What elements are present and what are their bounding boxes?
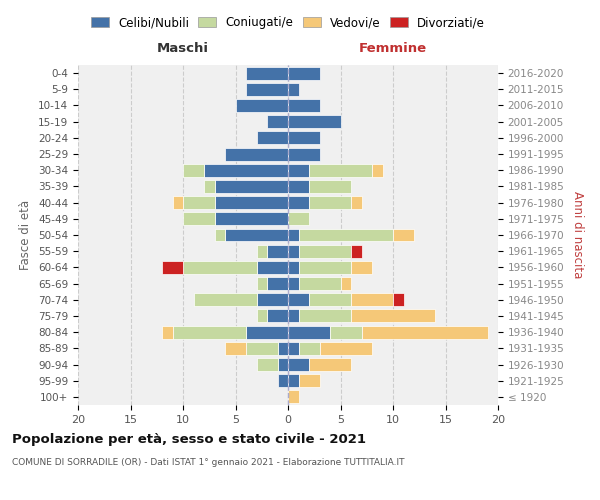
Bar <box>288 358 309 371</box>
Bar <box>173 196 183 209</box>
Bar <box>267 310 288 322</box>
Bar <box>309 294 351 306</box>
Bar <box>288 180 309 193</box>
Bar <box>288 326 330 338</box>
Bar <box>372 164 383 176</box>
Bar <box>246 66 288 80</box>
Bar <box>204 164 288 176</box>
Legend: Celibi/Nubili, Coniugati/e, Vedovi/e, Divorziati/e: Celibi/Nubili, Coniugati/e, Vedovi/e, Di… <box>86 12 490 34</box>
Text: Femmine: Femmine <box>359 42 427 56</box>
Bar <box>235 99 288 112</box>
Bar <box>257 310 267 322</box>
Bar <box>246 326 288 338</box>
Bar <box>299 310 351 322</box>
Bar <box>330 326 361 338</box>
Bar <box>257 244 267 258</box>
Bar <box>193 294 257 306</box>
Bar <box>288 164 309 176</box>
Bar <box>288 83 299 96</box>
Bar <box>288 390 299 404</box>
Bar <box>351 261 372 274</box>
Bar <box>351 294 393 306</box>
Y-axis label: Anni di nascita: Anni di nascita <box>571 192 584 278</box>
Bar <box>267 244 288 258</box>
Bar <box>215 228 225 241</box>
Bar <box>277 374 288 387</box>
Bar <box>299 277 341 290</box>
Bar <box>351 310 435 322</box>
Bar <box>288 99 320 112</box>
Bar <box>288 66 320 80</box>
Bar <box>225 228 288 241</box>
Bar <box>299 244 351 258</box>
Bar <box>173 326 246 338</box>
Bar <box>257 358 277 371</box>
Bar <box>361 326 487 338</box>
Bar <box>351 244 361 258</box>
Bar <box>309 358 351 371</box>
Bar <box>257 277 267 290</box>
Bar <box>341 277 351 290</box>
Bar <box>393 228 414 241</box>
Bar <box>267 277 288 290</box>
Bar <box>257 261 288 274</box>
Bar <box>288 196 309 209</box>
Bar <box>183 212 215 226</box>
Y-axis label: Fasce di età: Fasce di età <box>19 200 32 270</box>
Bar <box>246 83 288 96</box>
Bar <box>288 374 299 387</box>
Bar <box>288 277 299 290</box>
Bar <box>225 342 246 355</box>
Bar <box>215 196 288 209</box>
Bar <box>309 180 351 193</box>
Bar <box>299 228 393 241</box>
Bar <box>183 164 204 176</box>
Bar <box>299 374 320 387</box>
Bar <box>288 212 309 226</box>
Bar <box>288 294 309 306</box>
Bar <box>299 261 351 274</box>
Bar <box>288 132 320 144</box>
Bar <box>309 164 372 176</box>
Bar <box>299 342 320 355</box>
Bar <box>267 115 288 128</box>
Bar <box>320 342 372 355</box>
Bar <box>246 342 277 355</box>
Bar <box>257 132 288 144</box>
Bar <box>288 115 341 128</box>
Bar <box>288 310 299 322</box>
Bar <box>183 196 215 209</box>
Bar <box>277 342 288 355</box>
Bar <box>288 244 299 258</box>
Bar <box>277 358 288 371</box>
Bar <box>183 261 257 274</box>
Bar <box>162 326 173 338</box>
Bar <box>215 180 288 193</box>
Bar <box>162 261 183 274</box>
Bar <box>288 148 320 160</box>
Text: Maschi: Maschi <box>157 42 209 56</box>
Bar <box>288 342 299 355</box>
Bar <box>309 196 351 209</box>
Text: COMUNE DI SORRADILE (OR) - Dati ISTAT 1° gennaio 2021 - Elaborazione TUTTITALIA.: COMUNE DI SORRADILE (OR) - Dati ISTAT 1°… <box>12 458 404 467</box>
Bar <box>393 294 404 306</box>
Bar <box>215 212 288 226</box>
Bar <box>351 196 361 209</box>
Text: Popolazione per età, sesso e stato civile - 2021: Popolazione per età, sesso e stato civil… <box>12 432 366 446</box>
Bar <box>288 261 299 274</box>
Bar <box>204 180 215 193</box>
Bar <box>225 148 288 160</box>
Bar <box>288 228 299 241</box>
Bar <box>257 294 288 306</box>
